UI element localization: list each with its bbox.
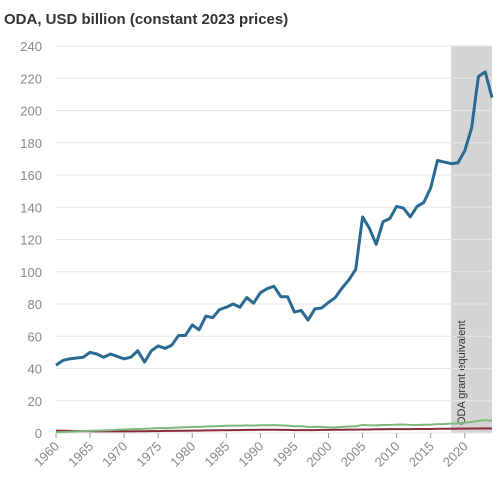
x-tick-label: 2020 [440,439,471,470]
x-tick-label: 1970 [99,439,130,470]
x-tick-label: 1995 [270,439,301,470]
x-tick-label: 2005 [338,439,369,470]
x-tick-label: 1975 [133,439,164,470]
data-line [55,419,493,434]
x-tick-label: 2000 [304,439,335,470]
y-tick-label: 140 [20,200,42,215]
y-tick-label: 180 [20,136,42,151]
x-tick-label: 1965 [65,439,96,470]
data-line [55,427,493,433]
y-tick-label: 220 [20,71,42,86]
y-tick-label: 120 [20,233,42,248]
y-tick-label: 20 [28,394,42,409]
y-tick-label: 240 [20,39,42,54]
shaded-label: ODA grant equivalent [456,320,468,425]
y-tick-label: 80 [28,297,42,312]
x-tick-label: 1990 [235,439,266,470]
x-tick-label: 1960 [31,439,62,470]
data-line [55,70,494,367]
x-tick-label: 2015 [406,439,437,470]
y-tick-label: 60 [28,329,42,344]
x-tick-label: 2010 [372,439,403,470]
y-tick-label: 200 [20,104,42,119]
y-tick-label: 40 [28,362,42,377]
chart-title: ODA, USD billion (constant 2023 prices) [4,11,288,28]
y-tick-label: 160 [20,168,42,183]
y-tick-label: 0 [35,426,42,441]
y-tick-label: 100 [20,265,42,280]
x-tick-label: 1985 [201,439,232,470]
x-tick-label: 1980 [167,439,198,470]
